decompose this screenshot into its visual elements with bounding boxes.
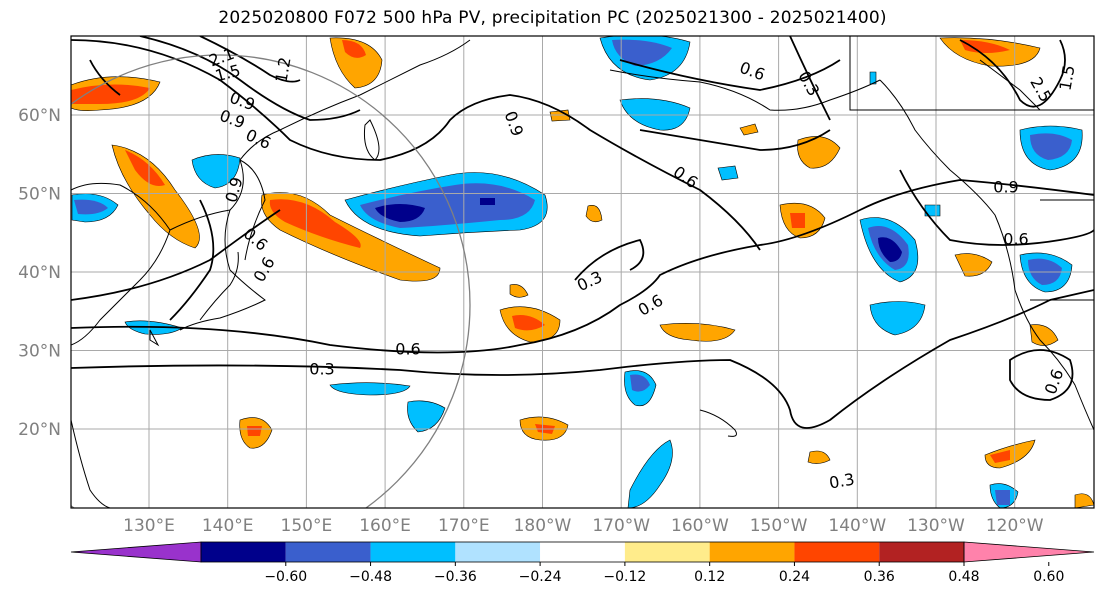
lon-label: 160°W — [671, 516, 729, 536]
coastlines — [71, 36, 1094, 508]
colorbar-tick-label: −0.60 — [264, 569, 307, 585]
gridlines — [71, 36, 1094, 508]
contour-label: 0.3 — [828, 469, 856, 492]
colorbar-tick-label: 0.12 — [694, 569, 725, 585]
map-frame — [70, 35, 1095, 509]
colorbar-segment — [879, 542, 964, 562]
lon-label: 140°E — [202, 516, 254, 536]
colorbar-extend-high — [963, 541, 1095, 563]
contour-label: 0.9 — [993, 178, 1018, 197]
latitude-labels: 60°N 50°N 40°N 30°N 20°N — [18, 106, 61, 440]
colorbar-tick-label: −0.24 — [519, 569, 562, 585]
lon-label: 170°E — [438, 516, 490, 536]
lat-label: 40°N — [18, 263, 61, 283]
contour-label: 1.2 — [271, 56, 294, 84]
lon-label: 130°E — [123, 516, 175, 536]
colorbar: −0.60 −0.48 −0.36 −0.24 −0.12 0.12 0.24 0.36 0.4… — [70, 541, 1095, 585]
contour-label: 1.5 — [1055, 64, 1078, 92]
colorbar-segment — [285, 542, 371, 562]
colorbar-outline — [200, 541, 965, 563]
colorbar-tick-label: −0.48 — [349, 569, 392, 585]
colorbar-segment — [794, 542, 880, 562]
colorbar-tick-label: 0.60 — [1033, 569, 1064, 585]
precip-shading-positive — [71, 37, 1094, 508]
lat-label: 20°N — [18, 420, 61, 440]
colorbar-segment — [624, 542, 710, 562]
colorbar-tick-label: 0.36 — [864, 569, 895, 585]
lon-label: 130°W — [907, 516, 965, 536]
contour-label: 0.6 — [395, 340, 420, 359]
map-title: 2025020800 F072 500 hPa PV, precipitatio… — [218, 8, 887, 28]
precip-shading-negative — [71, 36, 1083, 508]
lon-label: 160°E — [359, 516, 411, 536]
colorbar-segment — [540, 542, 625, 562]
colorbar-segment — [201, 542, 286, 562]
lon-label: 140°W — [828, 516, 886, 536]
colorbar-tick-label: −0.36 — [434, 569, 477, 585]
colorbar-segment — [455, 542, 541, 562]
colorbar-tick-label: −0.12 — [603, 569, 646, 585]
lat-label: 60°N — [18, 106, 61, 126]
contour-label: 0.6 — [1003, 230, 1028, 249]
colorbar-segment — [709, 542, 795, 562]
pv-contours — [71, 36, 1094, 429]
lon-label: 170°W — [592, 516, 650, 536]
colorbar-tick-label: 0.48 — [948, 569, 979, 585]
contour-label: 0.3 — [309, 360, 334, 379]
lon-label: 120°W — [986, 516, 1044, 536]
lon-label: 150°W — [750, 516, 808, 536]
colorbar-tick-label: 0.24 — [779, 569, 810, 585]
lon-label: 150°E — [281, 516, 333, 536]
longitude-labels: 130°E 140°E 150°E 160°E 170°E 180°W 170°W 160°W… — [123, 516, 1044, 536]
colorbar-extend-low — [70, 541, 202, 563]
distance-ring — [71, 54, 471, 508]
lat-label: 30°N — [18, 342, 61, 362]
lon-label: 180°W — [514, 516, 572, 536]
colorbar-segment — [370, 542, 456, 562]
lat-label: 50°N — [18, 185, 61, 205]
map-area: 2.11.5 1.20.90.60.90.60.6 0.90.60.30.60.90… — [71, 36, 1094, 508]
